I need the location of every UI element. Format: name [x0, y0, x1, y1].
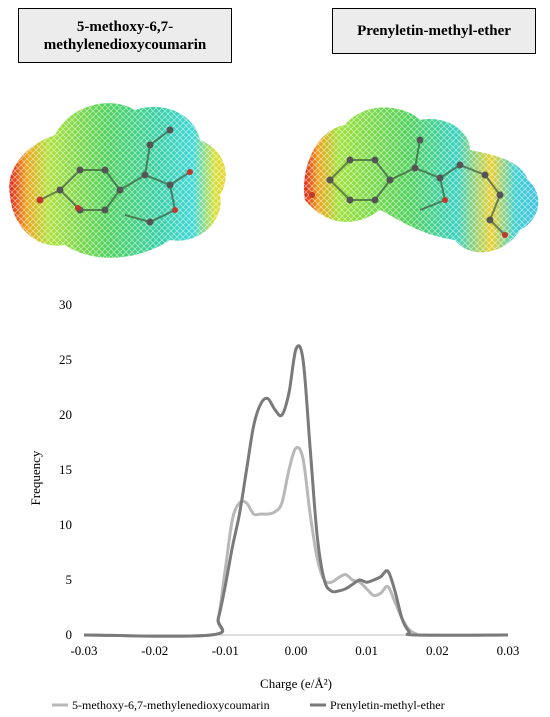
- left-molecule-label: 5-methoxy-6,7-methylenedioxycoumarin: [18, 8, 232, 63]
- x-tick-label: 0.01: [355, 643, 378, 658]
- y-tick-label: 15: [59, 462, 72, 477]
- y-axis-title: Frequency: [28, 450, 43, 505]
- x-tick-label: 0.00: [285, 643, 308, 658]
- x-tick-label: -0.02: [141, 643, 168, 658]
- series-line-prenyletin: [83, 344, 509, 638]
- molecular-surfaces: [9, 103, 539, 258]
- series-layer: [83, 344, 509, 638]
- legend: 5-methoxy-6,7-methylenedioxycoumarin Pren…: [52, 698, 445, 712]
- y-tick-label: 20: [59, 407, 72, 422]
- x-tick-label: 0.03: [497, 643, 520, 658]
- charge-frequency-chart: 0 5 10 15 20 25 30 -0.03 -0.02 -0.01 0.00 0.01 0.02…: [28, 297, 519, 712]
- x-axis-ticks: -0.03 -0.02 -0.01 0.00 0.01 0.02 0.03: [70, 643, 519, 658]
- left-surface: [9, 103, 226, 258]
- x-tick-label: -0.03: [70, 643, 97, 658]
- left-molecule-label-text: 5-methoxy-6,7-methylenedioxycoumarin: [43, 18, 207, 53]
- legend-label: Prenyletin-methyl-ether: [330, 698, 445, 712]
- series-line-coumarin: [83, 445, 509, 638]
- right-molecule-label: Prenyletin-methyl-ether: [332, 8, 536, 54]
- x-axis-title: Charge (e/Å²): [260, 676, 332, 691]
- y-tick-label: 0: [66, 627, 73, 642]
- y-tick-label: 10: [59, 517, 72, 532]
- y-tick-label: 25: [59, 352, 72, 367]
- y-tick-label: 30: [59, 297, 72, 312]
- x-tick-label: 0.02: [426, 643, 449, 658]
- y-tick-label: 5: [66, 572, 73, 587]
- x-tick-label: -0.01: [212, 643, 239, 658]
- legend-label: 5-methoxy-6,7-methylenedioxycoumarin: [72, 698, 270, 712]
- right-molecule-label-text: Prenyletin-methyl-ether: [357, 23, 511, 39]
- right-surface: [304, 107, 539, 253]
- y-axis-ticks: 0 5 10 15 20 25 30: [59, 297, 72, 642]
